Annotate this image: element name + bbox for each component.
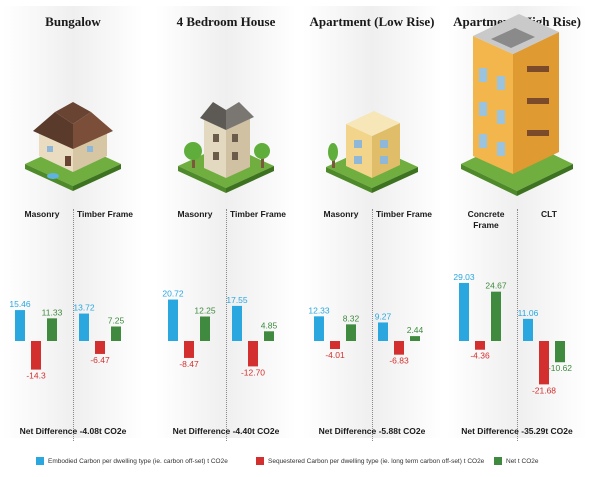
panel-apartment-low-rise: Apartment (Low Rise) Masonry Timber Fram… [302, 6, 442, 441]
data-label-sequestered: -4.36 [470, 351, 490, 361]
bar-embodied [168, 299, 178, 341]
data-label-net: 4.85 [261, 320, 278, 330]
group-divider [517, 209, 518, 441]
group-divider [372, 209, 373, 441]
bar-sequestered [475, 341, 485, 350]
panel-title: Bungalow [45, 14, 101, 29]
data-label-sequestered: -6.47 [90, 355, 110, 365]
group-label: Masonry [24, 209, 60, 219]
bungalow-illustration [25, 102, 121, 191]
group-label: Masonry [177, 209, 213, 219]
bar-embodied [232, 305, 242, 341]
data-label-sequestered: -8.47 [179, 359, 199, 369]
panel-4-bedroom-house: 4 Bedroom House Masonry Timber Frame 20.… [156, 6, 296, 441]
data-label-sequestered: -14.3 [26, 371, 46, 381]
data-label-embodied: 12.33 [308, 305, 330, 315]
data-label-sequestered: -4.01 [325, 350, 345, 360]
net-difference: Net Difference -5.88t CO2e [318, 426, 426, 436]
legend-swatch [256, 457, 264, 465]
data-label-net: 11.33 [42, 307, 63, 317]
bar-embodied [523, 318, 533, 341]
data-label-embodied: 9.27 [375, 311, 392, 321]
chart-area: 20.72 -8.47 12.25 17.55 -12.70 4.85 [162, 289, 278, 378]
bar-net [491, 291, 501, 341]
bar-net [47, 318, 57, 341]
panel-bungalow: Bungalow Masonry Timber Frame 15.46 -14.3… [3, 6, 143, 441]
bar-sequestered [539, 341, 549, 385]
bar-embodied [459, 282, 469, 341]
legend-label: Sequestered Carbon per dwelling type (ie… [268, 457, 485, 465]
chart-area: 15.46 -14.3 11.33 13.72 -6.47 7.25 [9, 299, 125, 381]
legend-label: Net t CO2e [506, 457, 539, 465]
bar-net [555, 341, 565, 363]
bar-net [111, 326, 121, 341]
data-label-net: 7.25 [108, 316, 125, 326]
data-label-embodied: 20.72 [162, 289, 184, 299]
bar-sequestered [95, 341, 105, 354]
bar-sequestered [330, 341, 340, 350]
bar-sequestered [184, 341, 194, 358]
group-label: Concrete Frame [467, 209, 505, 230]
panel-title: 4 Bedroom House [176, 14, 276, 29]
chart-area: 12.33 -4.01 8.32 9.27 -6.83 2.44 [308, 305, 424, 366]
data-label-net: 12.25 [194, 306, 216, 316]
high-rise-illustration [461, 14, 573, 196]
net-difference: Net Difference -4.40t CO2e [172, 426, 280, 436]
data-label-embodied: 11.06 [518, 308, 539, 318]
group-label: Timber Frame [76, 209, 134, 219]
net-difference: Net Difference -4.08t CO2e [19, 426, 127, 436]
data-label-embodied: 29.03 [453, 272, 475, 282]
group-divider [226, 209, 227, 441]
group-divider [73, 209, 74, 441]
group-label: Masonry [323, 209, 359, 219]
legend-item-sequestered: Sequestered Carbon per dwelling type (ie… [256, 457, 484, 465]
panel-title: Apartment (Low Rise) [309, 14, 435, 29]
bar-embodied [314, 316, 324, 341]
low-rise-illustration [326, 111, 418, 193]
data-label-embodied: 17.55 [226, 295, 248, 305]
group-label: Timber Frame [229, 209, 287, 219]
data-label-embodied: 15.46 [9, 299, 31, 309]
data-label-net: 2.44 [407, 325, 424, 335]
data-label-net: 8.32 [343, 313, 360, 323]
bar-net [346, 324, 356, 341]
bar-sequestered [394, 341, 404, 355]
data-label-sequestered: -6.83 [389, 356, 409, 366]
data-label-embodied: 13.72 [73, 303, 95, 313]
legend-swatch [36, 457, 44, 465]
bar-net [264, 331, 274, 341]
data-label-net: 24.67 [485, 281, 507, 291]
group-label: Timber Frame [375, 209, 433, 219]
data-label-sequestered: -12.70 [241, 367, 265, 377]
bar-sequestered [248, 341, 258, 367]
bar-embodied [378, 322, 388, 341]
legend-item-net: Net t CO2e [494, 457, 539, 465]
data-label-net: -10.62 [548, 363, 572, 373]
net-difference: Net Difference -35.29t CO2e [461, 426, 573, 436]
bar-embodied [79, 313, 89, 341]
panel-apartment-high-rise: Apartment (High Rise) Concrete Frame CLT… [447, 6, 587, 441]
chart-area: 29.03 -4.36 24.67 11.06 -21.68 -10.62 [453, 272, 572, 395]
bar-sequestered [31, 341, 41, 370]
group-label: CLT [541, 209, 557, 219]
bar-net [200, 316, 210, 341]
bar-net [410, 336, 420, 341]
data-label-sequestered: -21.68 [532, 385, 556, 395]
legend-item-embodied: Embodied Carbon per dwelling type (ie. c… [36, 457, 228, 465]
legend-label: Embodied Carbon per dwelling type (ie. c… [48, 457, 228, 465]
bar-embodied [15, 310, 25, 341]
house-illustration [178, 102, 274, 193]
legend-swatch [494, 457, 502, 465]
